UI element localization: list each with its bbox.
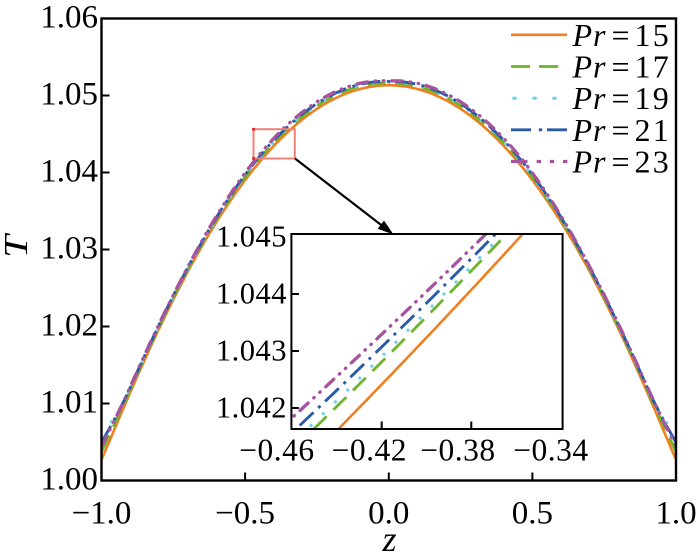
svg-text:Pr=19: Pr = 19 [572, 80, 671, 116]
svg-text:Pr=15: Pr = 15 [572, 17, 671, 53]
svg-text:1.02: 1.02 [40, 308, 98, 344]
svg-text:Pr=23: Pr = 23 [572, 144, 671, 180]
svg-text:1.043: 1.043 [216, 333, 287, 367]
svg-text:Pr=21: Pr = 21 [572, 112, 671, 148]
svg-text:1.06: 1.06 [40, 0, 98, 36]
svg-text:T: T [0, 232, 35, 258]
svg-text:1.04: 1.04 [40, 154, 98, 190]
svg-text:−0.46: −0.46 [239, 433, 314, 468]
svg-text:z: z [381, 519, 396, 559]
svg-text:0.5: 0.5 [512, 496, 553, 532]
svg-text:−0.5: −0.5 [215, 496, 275, 532]
svg-text:−0.42: −0.42 [332, 433, 407, 468]
svg-text:−1.0: −1.0 [72, 496, 132, 532]
svg-text:−0.34: −0.34 [513, 433, 588, 468]
svg-text:1.05: 1.05 [40, 77, 98, 113]
svg-text:1.0: 1.0 [655, 496, 696, 532]
svg-text:Pr=17: Pr = 17 [572, 49, 671, 85]
svg-text:1.042: 1.042 [216, 390, 287, 424]
svg-text:1.044: 1.044 [216, 276, 287, 310]
svg-text:−0.38: −0.38 [420, 433, 495, 468]
svg-text:1.00: 1.00 [40, 462, 98, 498]
svg-text:1.03: 1.03 [40, 231, 98, 267]
svg-text:0.0: 0.0 [368, 496, 409, 532]
svg-text:1.045: 1.045 [216, 219, 287, 253]
svg-text:1.01: 1.01 [40, 385, 98, 421]
